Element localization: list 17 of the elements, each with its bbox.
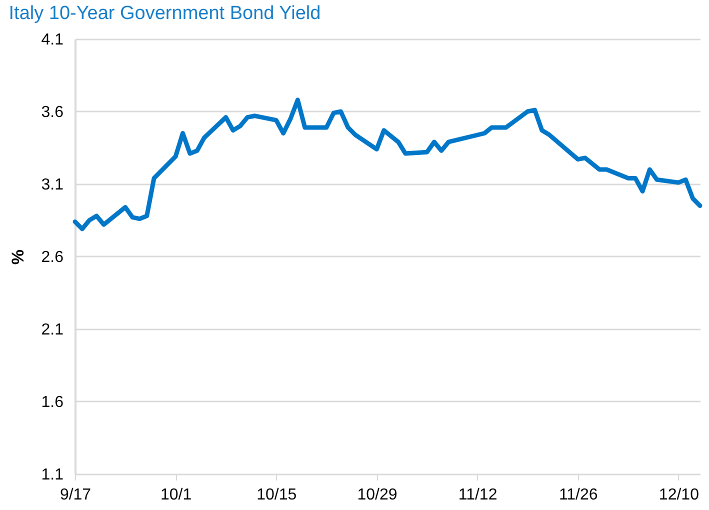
x-tick-label: 10/29 [357, 486, 398, 504]
y-tick-label: 3.1 [41, 176, 64, 194]
y-tick-label: 4.1 [41, 32, 64, 48]
y-tick-label: 1.6 [41, 394, 64, 411]
y-tick-label: 1.1 [41, 466, 64, 484]
x-tick-label: 10/15 [256, 486, 297, 504]
y-axis-title: % [8, 249, 28, 265]
y-tick-label: 2.1 [41, 322, 64, 338]
chart-title: Italy 10-Year Government Bond Yield [8, 3, 321, 24]
line-series [72, 98, 702, 232]
x-tick-label: 12/10 [658, 486, 700, 504]
y-tick-label: 2.6 [41, 249, 64, 266]
x-tick-label: 10/1 [160, 486, 192, 504]
x-tick-label: 11/26 [558, 486, 598, 504]
x-tick-label: 9/17 [60, 486, 92, 504]
x-tick-label: 11/12 [458, 486, 498, 504]
y-tick-label: 3.6 [41, 104, 64, 121]
